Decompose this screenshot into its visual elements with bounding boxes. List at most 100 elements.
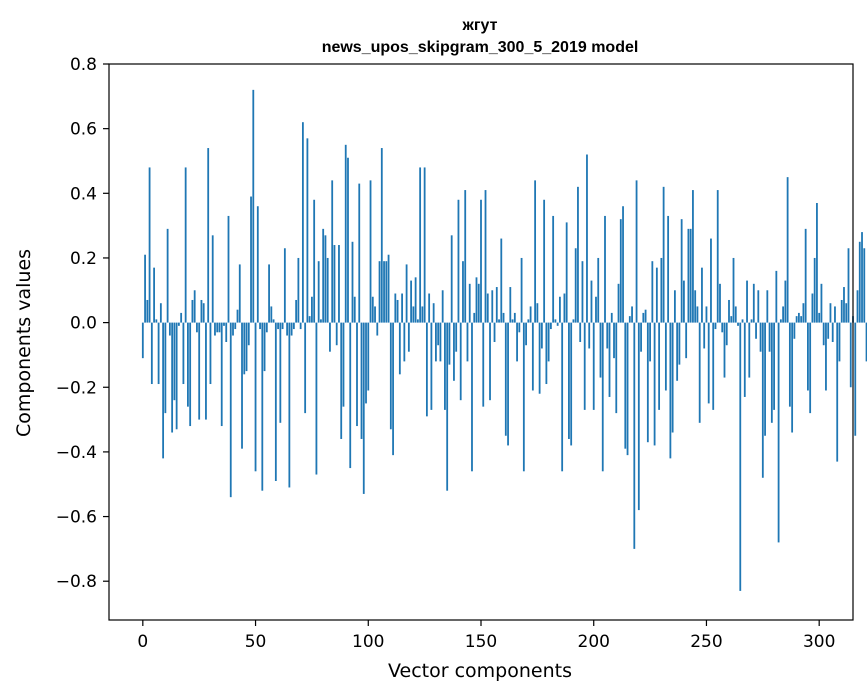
bar [396,299,399,323]
bar [493,322,496,342]
bar [556,322,559,326]
bar [441,290,444,323]
bar [549,322,552,330]
bar [168,322,171,336]
bar [344,144,347,323]
x-tick-label: 100 [352,632,384,652]
bar [320,319,322,323]
bar [495,287,498,323]
bar [565,222,568,323]
bar [360,322,363,439]
bar [779,319,782,323]
bar [193,290,196,323]
bar [184,167,187,323]
bar [306,138,309,323]
bar [329,322,331,352]
bar [371,296,374,323]
bar [520,257,523,323]
bar [768,322,771,352]
bar [187,322,189,407]
bar [425,322,428,417]
bar [617,283,620,323]
x-tick-label: 0 [137,632,148,652]
x-tick-label: 300 [803,632,835,652]
bar [811,293,814,323]
bar [288,322,291,488]
bar [247,322,250,346]
bar [651,261,654,323]
y-tick-label: −0.8 [56,572,97,592]
bar [421,306,424,323]
bar [825,322,827,391]
bar [144,254,146,323]
bar [766,290,769,323]
x-axis-ticks: 0 50 100 150 200 250 300 [137,620,835,652]
chart-title-line1: жгут [462,17,498,34]
bar [838,322,841,362]
bar [286,322,289,336]
bar [367,322,370,391]
x-tick-label: 150 [465,632,497,652]
bar [858,241,861,323]
bar [635,180,638,323]
bar [599,322,602,378]
bar [383,261,385,323]
bar [626,322,629,456]
x-tick-label: 200 [578,632,610,652]
chart-title-line2: news_upos_skipgram_300_5_2019 model [322,39,639,56]
bar [387,254,390,323]
bar [683,280,685,323]
bar [678,322,681,365]
bar [358,183,361,323]
bar [353,296,356,323]
bar [734,306,737,323]
bar [698,322,701,423]
bar [333,245,336,323]
bar [347,157,349,323]
bar [761,322,764,478]
bar [389,322,392,430]
bar [281,322,284,330]
bar [202,303,205,323]
bar [507,322,509,446]
bar [601,322,604,472]
bar [615,322,618,414]
bar [265,322,268,333]
bar [311,296,313,323]
bar [252,89,255,323]
bar [256,206,259,323]
bar [196,322,198,333]
bar [590,280,593,323]
bar [583,322,586,410]
bar [622,206,624,323]
bar [432,303,435,323]
bar [376,322,379,336]
bar [732,257,735,323]
bar [250,196,252,323]
bar [457,199,460,323]
bar [220,322,223,427]
bar [268,264,270,323]
bar [813,257,816,323]
bar [527,319,530,323]
bar [673,290,676,323]
bar [162,322,165,459]
bar [428,293,431,323]
bar [308,316,311,323]
bar [671,322,674,433]
bar [822,322,825,346]
bar [797,312,800,323]
bar [743,322,746,397]
bar [464,190,467,323]
bar [592,322,595,410]
bar [141,322,144,359]
bar [498,319,500,323]
bar [365,322,367,404]
y-tick-label: 0.0 [70,314,97,334]
bar [770,322,773,423]
bar [200,299,203,323]
bar [322,228,325,323]
bar [299,322,302,330]
bar [150,322,153,385]
